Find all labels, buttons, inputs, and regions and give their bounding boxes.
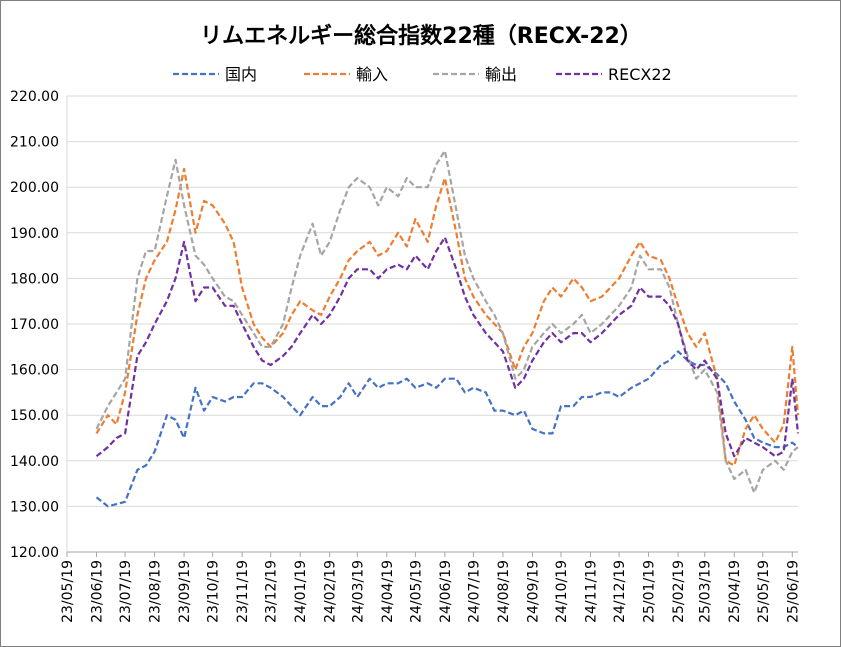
x-tick-label: 25/02/19 (671, 560, 687, 623)
x-tick-label: 24/07/19 (466, 560, 482, 623)
x-tick-label: 23/09/19 (177, 560, 193, 623)
series-line-4 (95, 236, 800, 458)
x-axis: 23/05/19 23/06/19 23/07/19 23/08/19 23/09/19… (60, 551, 801, 623)
x-tick-label: 24/08/19 (496, 560, 512, 623)
x-tick-label: 25/06/19 (785, 560, 801, 623)
x-tick-label: 25/04/19 (727, 560, 743, 623)
x-tick-label: 23/07/19 (118, 560, 134, 623)
legend-label: 国内 (225, 65, 257, 84)
y-tick-label: 180.00 (10, 271, 59, 287)
y-tick-label: 160.00 (10, 363, 59, 379)
x-tick-label: 24/09/19 (525, 560, 541, 623)
y-tick-label: 190.00 (10, 226, 59, 242)
series-line-3 (95, 149, 799, 494)
x-tick-label: 23/12/19 (264, 560, 280, 623)
x-tick-label: 24/11/19 (584, 560, 600, 623)
x-tick-label: 25/01/19 (642, 560, 658, 623)
y-tick-label: 140.00 (10, 454, 59, 470)
x-tick-label: 25/05/19 (756, 560, 772, 623)
x-tick-label: 24/02/19 (323, 560, 339, 623)
x-tick-label: 24/03/19 (350, 560, 366, 623)
series-line-1 (95, 350, 799, 508)
series-group (95, 149, 800, 508)
chart-title: リムエネルギー総合指数22種（RECX-22） (200, 23, 642, 49)
legend: 国内 輸入 輸出 RECX22 (173, 65, 672, 84)
y-tick-label: 210.00 (10, 135, 59, 151)
legend-label: 輸入 (356, 65, 388, 84)
x-tick-label: 23/06/19 (90, 560, 106, 623)
x-tick-label: 24/06/19 (438, 560, 454, 623)
y-tick-label: 170.00 (10, 317, 59, 333)
x-tick-label: 24/01/19 (293, 560, 309, 623)
x-tick-label: 23/05/19 (60, 560, 76, 623)
y-axis: 120.00 130.00 140.00 150.00 160.00 170.00 180.… (10, 89, 68, 561)
legend-label: 輸出 (485, 65, 517, 84)
x-tick-label: 23/11/19 (235, 560, 251, 623)
y-tick-label: 130.00 (10, 499, 59, 515)
gridlines (67, 95, 798, 553)
y-tick-label: 150.00 (10, 408, 59, 424)
x-tick-label: 25/03/19 (698, 560, 714, 623)
legend-label: RECX22 (608, 65, 672, 84)
y-tick-label: 200.00 (10, 180, 59, 196)
x-tick-label: 23/10/19 (206, 560, 222, 623)
x-tick-label: 23/08/19 (148, 560, 164, 623)
x-tick-label: 24/04/19 (380, 560, 396, 623)
y-tick-label: 220.00 (10, 89, 59, 105)
series-line-2 (95, 167, 800, 467)
x-tick-label: 24/12/19 (612, 560, 628, 623)
x-tick-label: 24/05/19 (408, 560, 424, 623)
x-tick-label: 24/10/19 (554, 560, 570, 623)
y-tick-label: 120.00 (10, 545, 59, 561)
